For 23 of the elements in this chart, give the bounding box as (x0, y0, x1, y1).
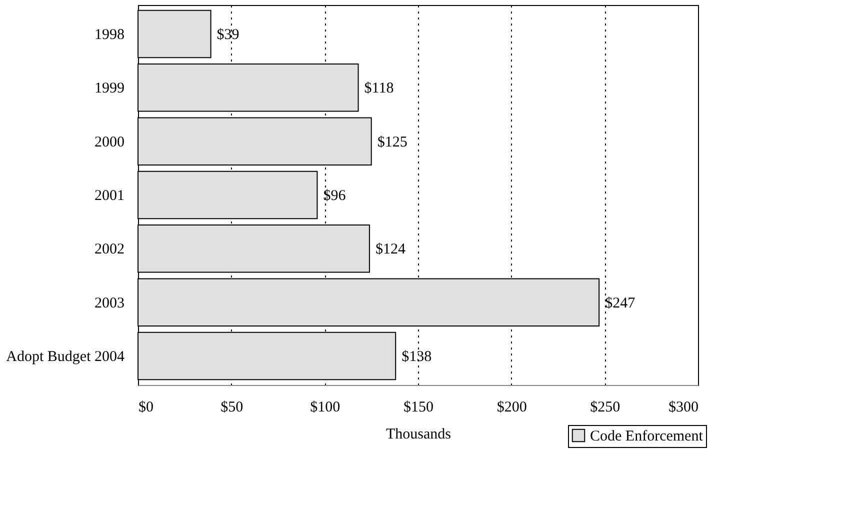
y-tick-label: 2000 (94, 134, 124, 150)
y-tick-label: 2001 (94, 188, 124, 204)
data-label: $39 (216, 26, 240, 43)
x-tick-label: $0 (138, 400, 154, 416)
x-axis-title: Thousands (386, 426, 452, 442)
x-tick-label: $100 (310, 400, 340, 416)
data-label: $96 (323, 188, 346, 204)
x-tick-label: $200 (496, 400, 527, 416)
y-tick-label: Adopt Budget 2004 (6, 349, 125, 366)
legend-label: Code Enforcement (590, 428, 704, 444)
data-label: $125 (377, 134, 408, 150)
data-label: $138 (402, 349, 432, 366)
x-tick-label: $150 (404, 400, 434, 416)
data-label: $124 (375, 242, 406, 258)
x-tick-label: $50 (220, 400, 244, 416)
y-tick-label: 2003 (94, 295, 124, 312)
x-tick-label: $300 (668, 400, 698, 416)
data-label: $247 (605, 295, 636, 312)
y-tick-label: 1999 (94, 80, 124, 97)
y-tick-label: 2002 (94, 242, 124, 258)
x-tick-label: $250 (590, 400, 620, 416)
y-tick-label: 1998 (94, 26, 124, 43)
data-label: $118 (364, 80, 394, 97)
